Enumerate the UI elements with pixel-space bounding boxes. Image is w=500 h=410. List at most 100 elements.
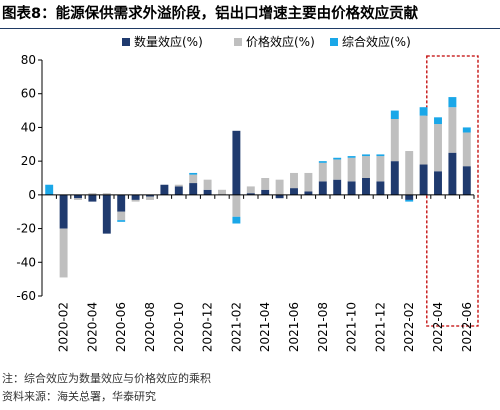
bar-series-3-2022-04 [434,117,442,125]
bar-series-1-2022-02 [405,194,414,200]
bar-series-1-2021-07 [304,191,313,195]
bar-series-3-2022-02 [405,199,414,202]
y-tick-label: 40 [21,120,36,134]
bar-series-1-2021-05 [275,194,284,199]
bar-series-1-2020-03 [74,194,82,199]
x-tick-label: 2021-06 [287,302,301,352]
bar-series-2-2020-05 [102,193,111,195]
legend-swatch-2 [234,38,242,46]
bar-series-2-2020-06 [117,211,126,221]
legend-label-2: 价格效应(%) [246,34,315,49]
legend-swatch-3 [330,38,338,46]
bar-series-1-2020-09 [160,184,169,195]
bar-series-1-2020-11 [189,183,198,195]
bar-series-3-2021-10 [347,156,356,158]
y-tick-label: -40 [16,255,36,269]
y-tick-label: -60 [16,289,36,303]
bar-series-2-2020-07 [131,199,140,202]
bar-series-1-2020-07 [131,194,140,200]
bar-series-1-2020-12 [203,189,212,195]
bar-series-3-2021-11 [362,154,370,157]
bar-series-2-2022-02 [405,151,414,195]
bar-series-2-2021-01 [218,189,226,195]
x-tick-label: 2020-06 [114,302,128,352]
y-tick-label: 20 [21,154,36,168]
bar-series-3-2021-08 [318,161,327,163]
bar-series-1-2020-05 [102,194,111,234]
chart-source: 资料来源：海关总署，华泰研究 [2,390,156,403]
bar-series-1-2021-04 [261,189,270,195]
bar-series-3-2022-06 [462,127,471,133]
bars [45,97,471,278]
x-tick-label: 2021-04 [258,302,272,352]
x-tick-label: 2020-10 [172,302,186,352]
x-tick-label: 2022-04 [431,302,445,352]
bar-series-2-2022-05 [448,107,457,153]
bar-series-2-2020-11 [189,174,198,184]
x-tick-label: 2021-12 [373,302,387,352]
bar-series-1-2020-10 [174,186,183,195]
bar-series-1-2022-06 [462,166,471,195]
bar-series-1-2021-10 [347,181,356,195]
bar-series-2-2022-01 [390,119,399,162]
bar-series-1-2021-02 [232,130,241,195]
bar-series-1-2022-05 [448,152,457,195]
bar-series-2-2021-02 [232,194,241,217]
bar-series-2-2021-09 [333,159,342,180]
chart-note: 注：综合效应为数量效应与价格效应的乘积 [2,372,211,385]
bar-series-3-2022-05 [448,97,457,108]
bar-series-1-2022-01 [390,161,399,195]
bar-series-3-2021-02 [232,216,241,224]
axes: -60 -40 -20 0 20 40 60 80 2020-02 2020-04 2020-06 2… [16,53,475,352]
x-tick-label: 2022-02 [402,302,416,352]
y-tick-label: 60 [21,87,36,101]
bar-series-2-2020-08 [146,196,154,200]
x-tick-label: 2021-02 [229,302,243,352]
bar-series-1-2020-04 [88,194,97,202]
bar-series-2-2021-08 [318,162,327,182]
x-tick-label: 2021-10 [345,302,359,352]
bar-series-2-2021-06 [290,172,298,189]
bar-series-1-2020-08 [146,194,154,197]
bar-series-3-2022-03 [419,107,428,116]
bar-series-2-2020-03 [74,198,82,200]
bar-series-1-2021-03 [246,193,255,195]
x-tick-label: 2022-06 [460,302,474,352]
bar-series-2-2021-11 [362,156,370,178]
bar-series-2-2020-02 [59,228,68,278]
bar-series-2-2020-12 [203,179,212,190]
legend-label-3: 综合效应(%) [342,34,411,49]
bar-series-1-2021-09 [333,179,342,195]
bar-series-2-2020-04 [88,193,97,195]
bar-series-3-2022-01 [390,110,399,119]
bar-series-1-2021-06 [290,188,298,195]
y-tick-label: -20 [16,222,36,236]
bar-series-1-2021-08 [318,181,327,195]
bar-series-1-2022-03 [419,164,428,195]
legend-swatch-1 [122,38,130,46]
bar-series-1-2022-04 [434,171,442,195]
bar-series-3-2020-01 [45,184,54,195]
title-rule [0,28,500,29]
bar-series-1-2020-06 [117,194,126,212]
bar-series-1-2021-12 [376,181,385,195]
bar-series-2-2021-07 [304,172,313,192]
bar-series-2-2022-04 [434,124,442,172]
bar-series-2-2021-10 [347,157,356,182]
bar-series-2-2021-12 [376,156,385,182]
bar-series-2-2021-05 [275,179,284,195]
x-tick-label: 2020-12 [201,302,215,352]
bar-series-2-2021-03 [246,186,255,194]
bar-series-2-2022-03 [419,115,428,165]
x-tick-label: 2020-02 [57,302,71,352]
x-tick-label: 2021-08 [316,302,330,352]
bar-series-2-2021-04 [261,178,270,190]
bar-series-1-2020-02 [59,194,68,229]
chart-title: 图表8：能源保供需求外溢阶段，铝出口增速主要由价格效应贡献 [2,6,419,22]
bar-series-3-2021-09 [333,157,342,160]
bar-series-3-2021-12 [376,154,385,157]
y-tick-label: 0 [28,188,36,202]
bar-series-3-2020-11 [189,172,198,175]
x-tick-label: 2020-08 [143,302,157,352]
bar-series-3-2020-06 [117,220,126,222]
